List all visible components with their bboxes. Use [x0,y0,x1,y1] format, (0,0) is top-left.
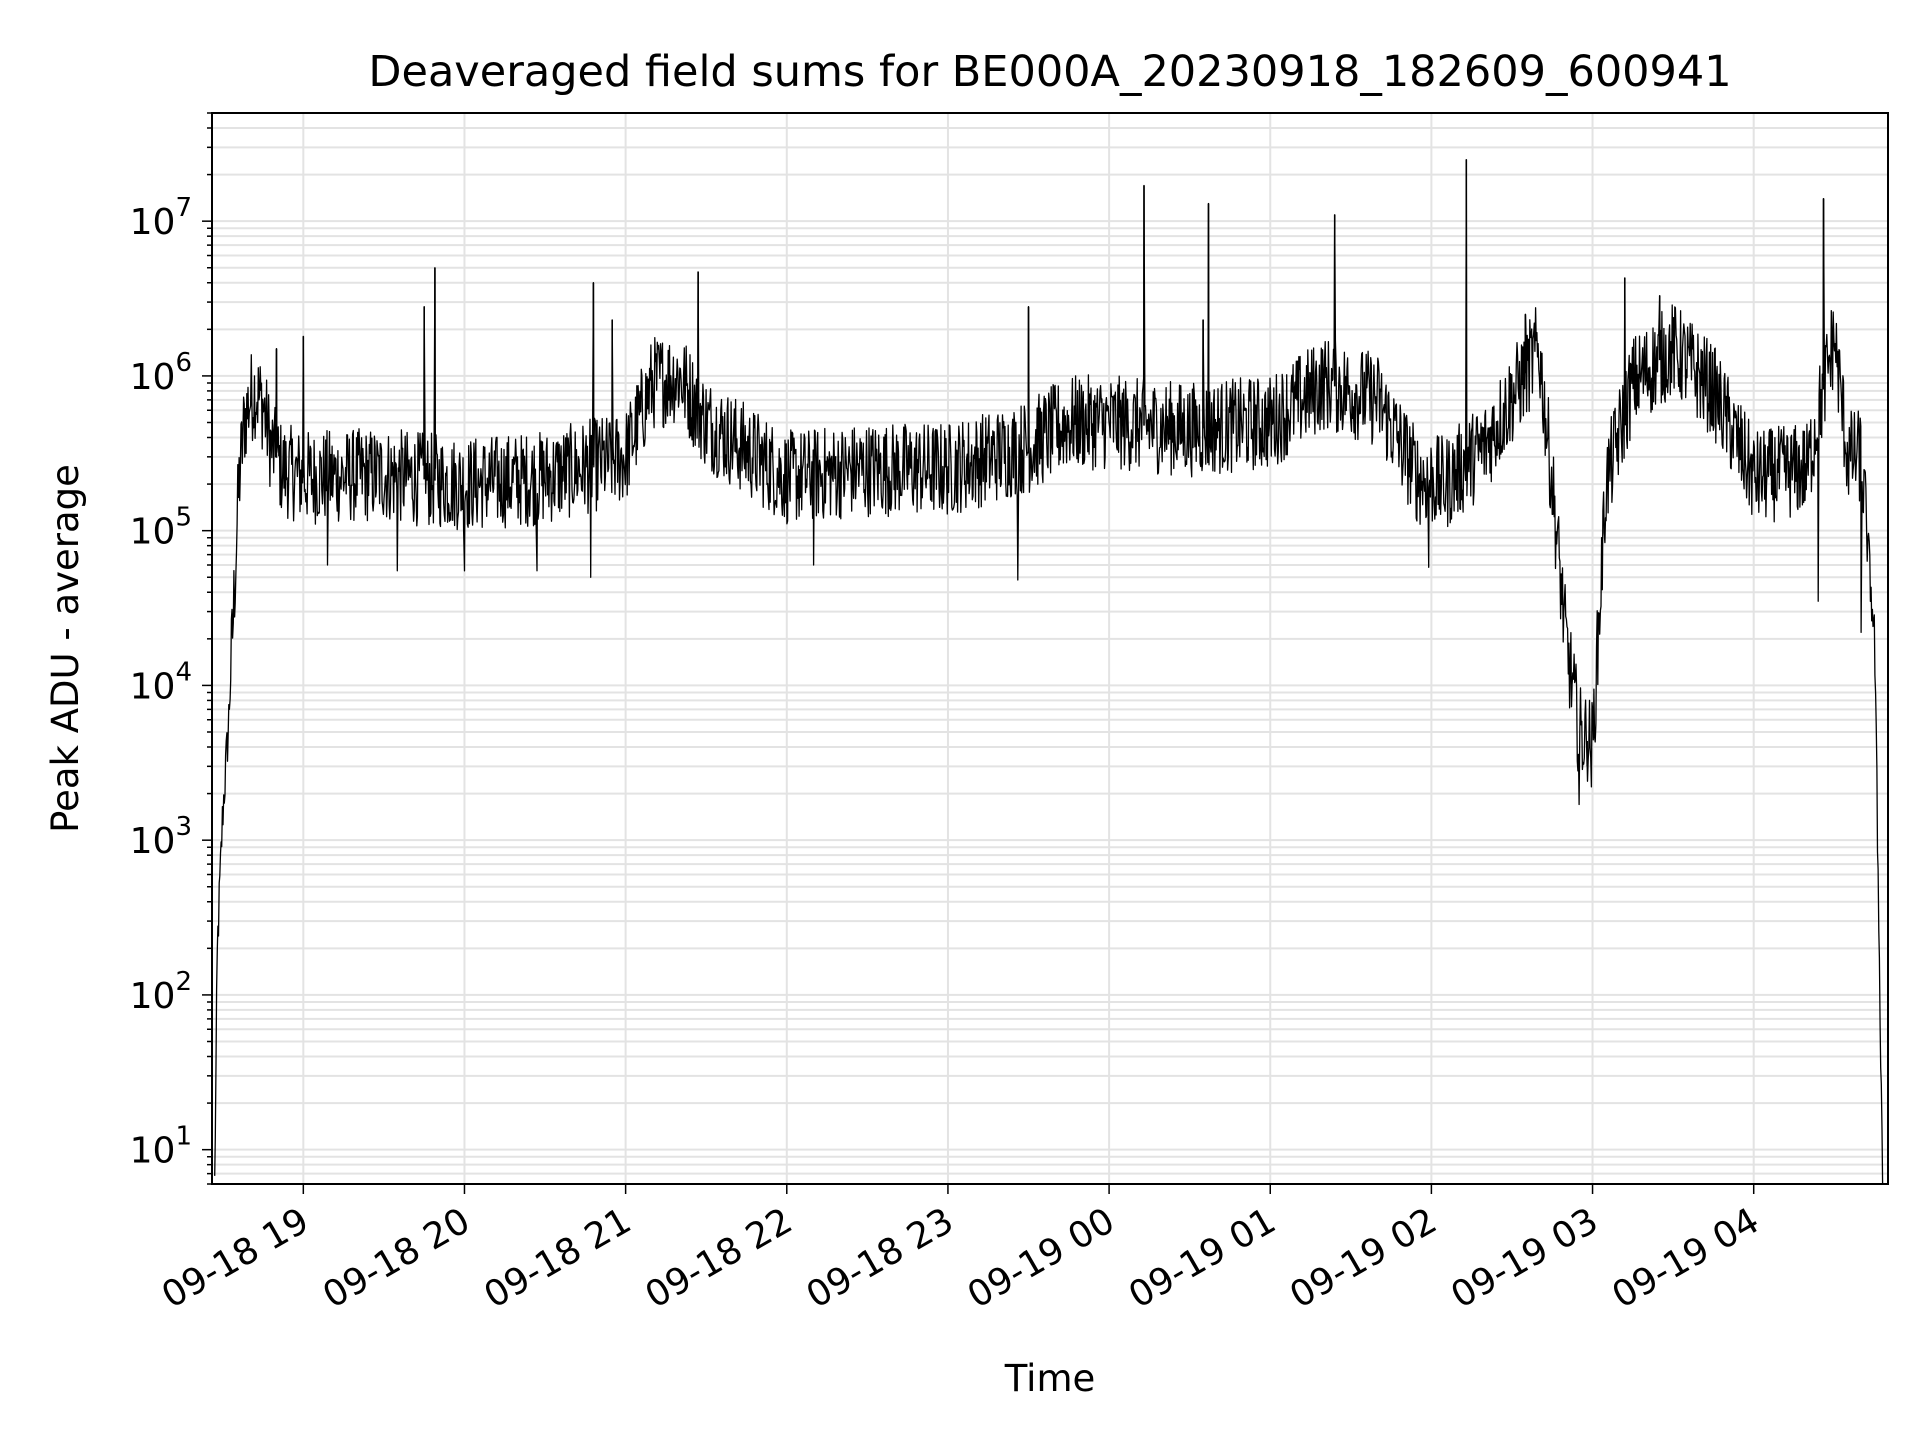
y-tick-label: 107 [130,193,192,243]
y-tick-label: 105 [130,503,192,553]
chart-title: Deaveraged field sums for BE000A_2023091… [368,47,1731,97]
y-axis-label: Peak ADU - average [44,464,87,833]
y-tick-label: 103 [130,812,192,862]
y-tick-label: 101 [130,1122,192,1172]
x-axis-label: Time [1004,1357,1096,1400]
y-tick-label: 104 [130,657,192,707]
y-tick-label: 102 [130,967,192,1017]
grid [212,112,1888,1185]
plot-series [214,158,1884,1185]
series-line [214,158,1884,1185]
plot-frame [211,112,1889,1185]
y-tick-label: 106 [130,348,192,398]
